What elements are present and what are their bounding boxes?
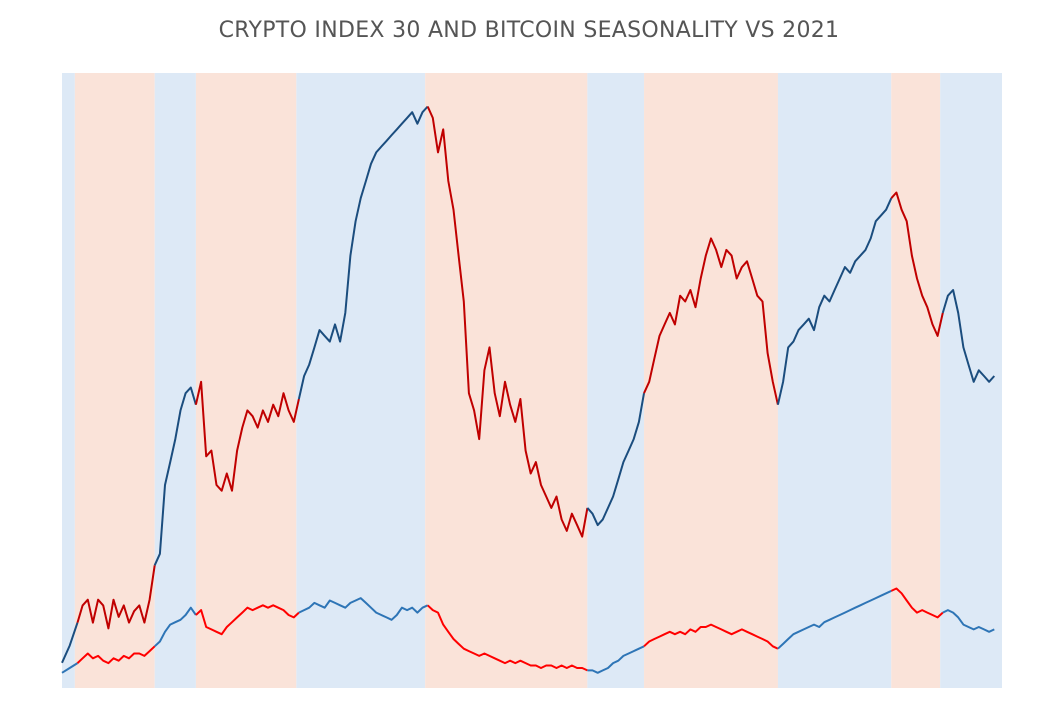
series-0-segment [643, 237, 779, 405]
series-1-segment [427, 604, 588, 672]
series-0-segment [61, 622, 79, 664]
series-1-segment [298, 597, 429, 621]
series-0-segment [76, 565, 156, 630]
series-1-segment [195, 604, 300, 636]
series-1-segment [890, 587, 944, 619]
band-down-7 [644, 73, 778, 688]
series-0-segment [890, 191, 944, 337]
chart-title: CRYPTO INDEX 30 AND BITCOIN SEASONALITY … [218, 18, 840, 43]
series-0-segment [941, 289, 996, 383]
series-0-segment [426, 106, 589, 538]
band-up-2 [154, 73, 196, 688]
band-down-1 [74, 73, 155, 688]
series-0-segment [153, 386, 197, 566]
band-up-6 [587, 73, 645, 688]
series-1-segment [942, 609, 995, 633]
series-0-segment [194, 380, 300, 492]
regime-bands [62, 73, 1002, 688]
band-up-0 [62, 73, 75, 688]
series-lines [61, 105, 996, 674]
band-down-5 [425, 73, 588, 688]
series-1-segment [643, 623, 779, 650]
series-1-segment [587, 645, 645, 674]
series-1-segment [61, 662, 79, 674]
series-1-segment [76, 645, 156, 665]
series-1-segment [154, 606, 197, 648]
band-down-9 [891, 73, 941, 688]
series-1-segment [777, 589, 892, 650]
band-up-8 [777, 73, 892, 688]
series-0-segment [776, 197, 893, 405]
series-0-segment [586, 393, 645, 527]
band-up-4 [296, 73, 426, 688]
band-up-10 [940, 73, 1002, 688]
band-down-3 [195, 73, 297, 688]
series-0-segment [297, 105, 429, 400]
